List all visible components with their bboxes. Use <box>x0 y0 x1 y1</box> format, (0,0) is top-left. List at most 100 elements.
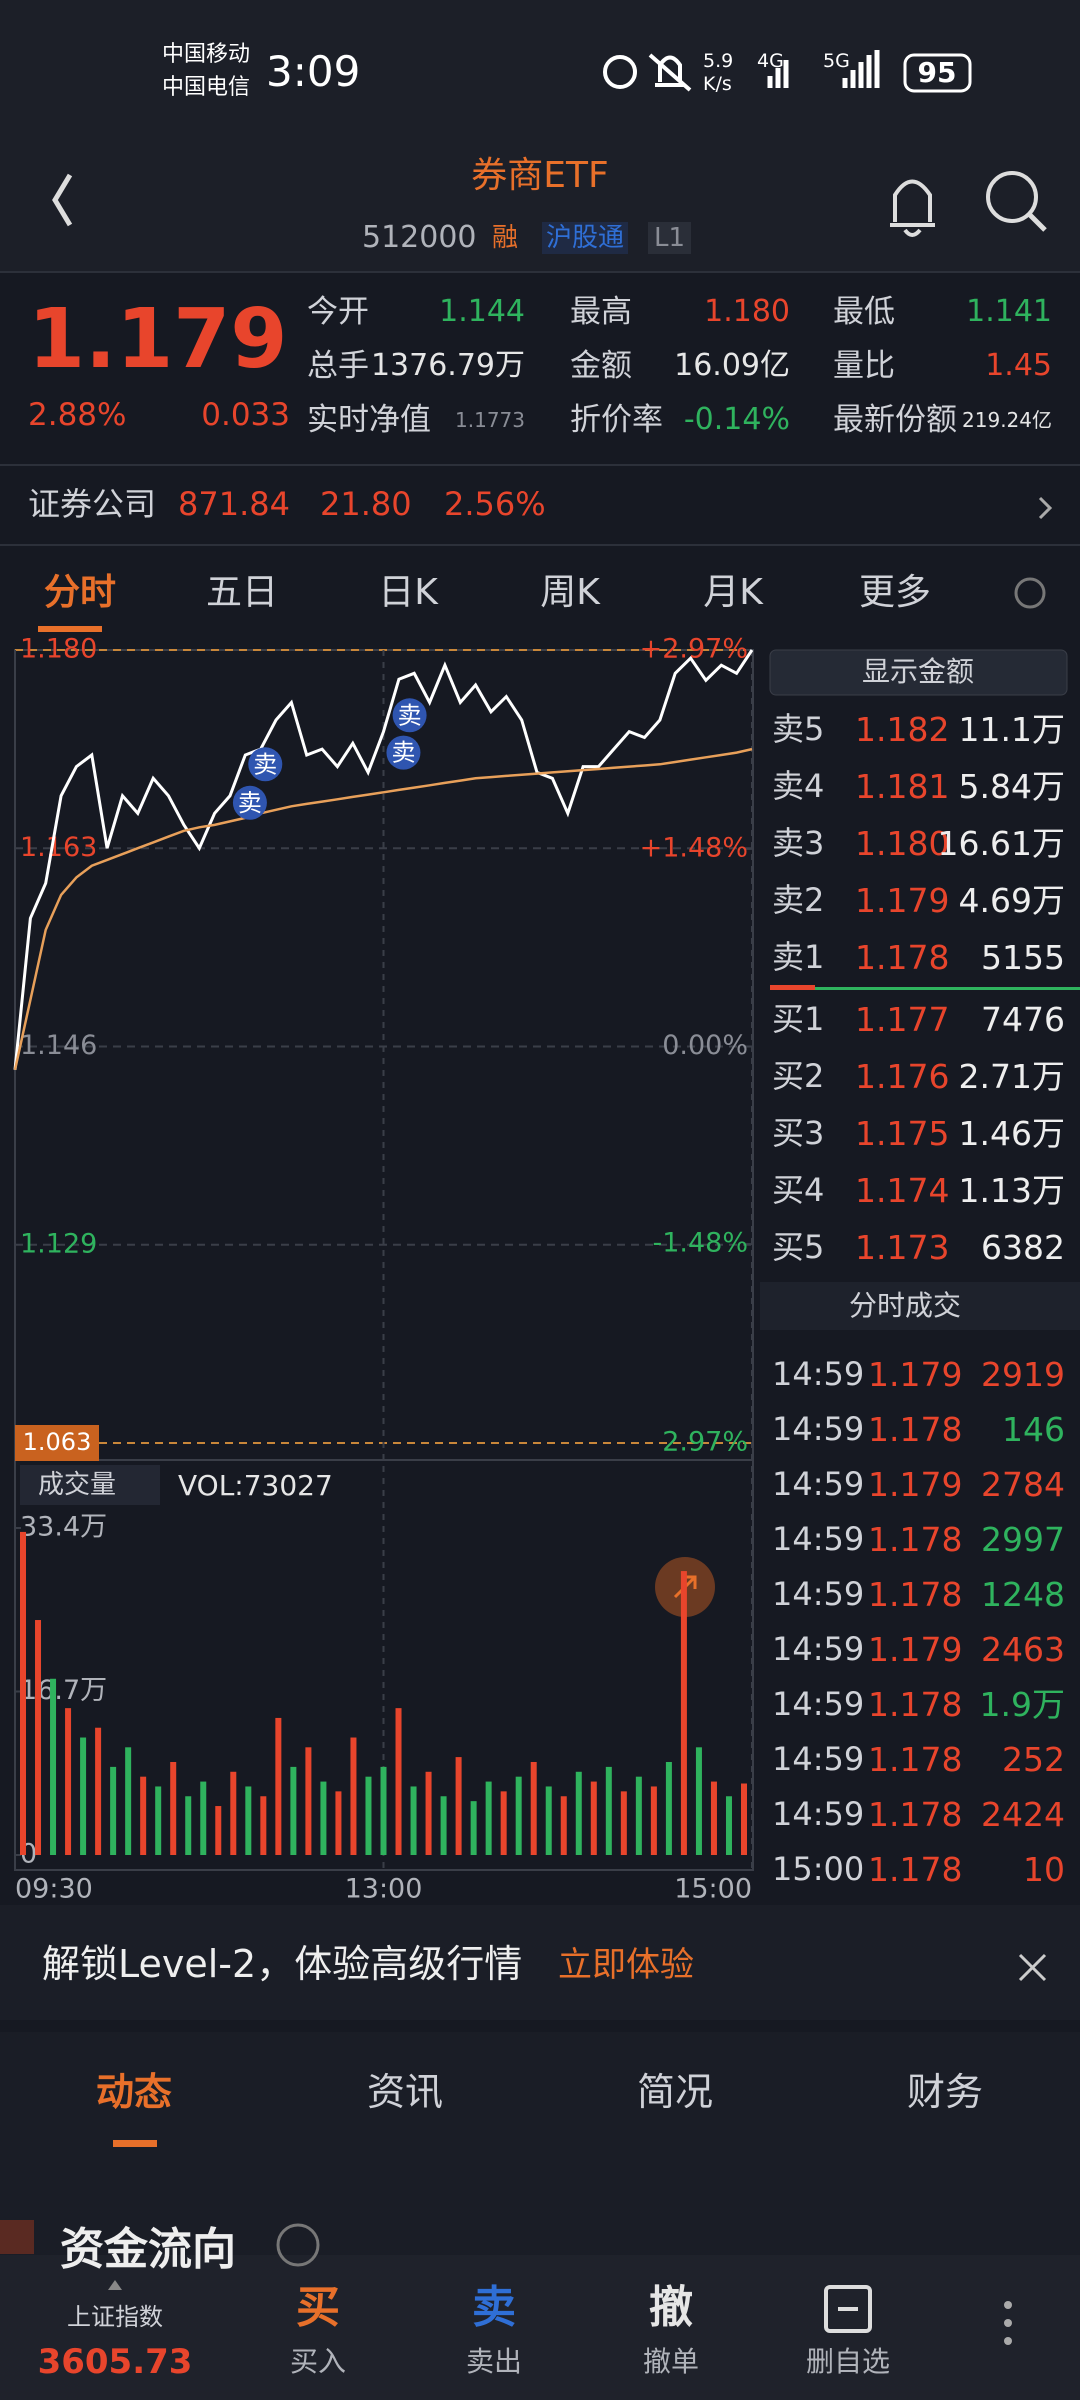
trade-volume: 1.9万 <box>979 1684 1065 1724</box>
volume-bar <box>605 1766 612 1855</box>
trades-title[interactable]: 分时成交 <box>848 1288 961 1322</box>
volume-bar <box>485 1781 492 1855</box>
level[interactable]: L1 <box>648 221 692 255</box>
banner-action[interactable]: 立即体验 <box>558 1944 694 1985</box>
tab[interactable]: 周K <box>540 571 600 613</box>
search-icon[interactable] <box>1028 213 1047 232</box>
book-price: 1.182 <box>855 709 950 749</box>
section-tab[interactable]: 简况 <box>636 2070 713 2115</box>
tab-indicator <box>38 626 102 632</box>
help-icon[interactable] <box>276 2223 320 2267</box>
tab[interactable]: 五日 <box>205 571 278 613</box>
book-volume: 1.46万 <box>958 1113 1065 1153</box>
book-price: 1.178 <box>855 937 950 977</box>
stat-label: 最高 <box>570 293 632 330</box>
trade-volume: 2919 <box>981 1354 1065 1394</box>
y-tick-label: 1.146 <box>20 1030 97 1061</box>
volume-bar <box>635 1776 642 1855</box>
close-icon[interactable] <box>1018 1953 1047 1982</box>
back-icon[interactable] <box>52 173 73 227</box>
watchlist-icon[interactable] <box>824 2285 872 2333</box>
nav-icon[interactable]: 卖 <box>472 2281 516 2333</box>
book-price: 1.180 <box>855 823 950 863</box>
volume-bar <box>50 1678 57 1855</box>
section-title: 资金流向 <box>60 2223 236 2275</box>
volume-bar <box>230 1771 237 1855</box>
volume-bar <box>245 1786 252 1855</box>
carrier: 中国电信 <box>162 75 251 101</box>
trade-volume: 1248 <box>981 1574 1065 1614</box>
section-tab[interactable]: 资讯 <box>366 2070 443 2115</box>
book-price: 1.177 <box>855 999 950 1039</box>
nav-icon[interactable]: 撤 <box>649 2281 693 2333</box>
book-volume: 16.61万 <box>937 823 1065 863</box>
trade-time: 14:59 <box>772 1630 865 1669</box>
stat-value: 1.144 <box>439 294 525 330</box>
tab[interactable]: 分时 <box>43 571 116 613</box>
chevron[interactable] <box>1038 496 1053 520</box>
index-value[interactable]: 3605.73 <box>37 2341 193 2382</box>
title: 券商ETF <box>471 154 609 196</box>
nav-label[interactable]: 买入 <box>289 2344 346 2378</box>
trade-price: 1.179 <box>868 1354 963 1394</box>
volume-title[interactable]: 成交量 <box>38 1469 117 1500</box>
trade-marker <box>392 698 427 733</box>
network: 5G <box>823 50 850 73</box>
price: 1.179 <box>28 292 288 388</box>
book-label: 卖3 <box>772 824 825 863</box>
y2-tick-label: 2.97% <box>662 1427 748 1458</box>
volume-bar <box>365 1776 372 1855</box>
more-dot[interactable] <box>1004 2337 1012 2345</box>
volume-bar <box>470 1801 477 1855</box>
nav-label[interactable]: 撤单 <box>642 2344 699 2378</box>
book-price: 1.175 <box>855 1113 950 1153</box>
volume-bar <box>590 1781 597 1855</box>
trade-price: 1.178 <box>868 1409 963 1449</box>
sector-name[interactable]: 证券公司 <box>28 485 157 524</box>
volume-bar <box>320 1781 327 1855</box>
volume-bar <box>665 1761 672 1855</box>
volume-bar <box>650 1786 657 1855</box>
nav-label[interactable]: 删自选 <box>805 2344 890 2378</box>
volume-selector[interactable] <box>20 1465 160 1505</box>
trade-price: 1.178 <box>868 1519 963 1559</box>
trade-time: 14:59 <box>772 1740 865 1779</box>
index-name[interactable]: 上证指数 <box>67 2303 163 2332</box>
book-volume: 2.71万 <box>958 1056 1065 1096</box>
tab[interactable]: 月K <box>703 571 763 613</box>
nav-icon[interactable]: 买 <box>296 2281 340 2333</box>
settings-icon[interactable] <box>1014 577 1046 609</box>
y2-tick-label: +2.97% <box>640 634 748 665</box>
section-tab[interactable]: 动态 <box>95 2070 172 2115</box>
volume-bar <box>155 1786 162 1855</box>
volume-bar <box>20 1531 26 1855</box>
nav-label[interactable]: 卖出 <box>465 2344 522 2378</box>
tab[interactable]: 日K <box>378 571 438 613</box>
book-volume: 11.1万 <box>958 709 1065 749</box>
stat-label: 总手 <box>307 347 369 384</box>
section-tab[interactable]: 财务 <box>906 2070 983 2115</box>
volume-bar <box>710 1781 717 1855</box>
book-label: 买5 <box>772 1228 825 1267</box>
bell-icon[interactable] <box>890 179 935 237</box>
trade-volume: 146 <box>1002 1409 1065 1449</box>
more-dot[interactable] <box>1004 2301 1012 2309</box>
volume-bar <box>200 1781 207 1855</box>
book-volume: 4.69万 <box>958 880 1065 920</box>
more-dot[interactable] <box>1004 2319 1012 2327</box>
toggle-button[interactable] <box>769 649 1068 696</box>
volume-bar <box>275 1717 282 1855</box>
volume-bar <box>185 1796 192 1855</box>
stat-value: 1.141 <box>966 294 1052 330</box>
tab[interactable]: 更多 <box>858 571 931 613</box>
sector-pct: 2.56% <box>444 485 546 524</box>
volume-bar <box>545 1786 552 1855</box>
book-price: 1.176 <box>855 1056 950 1096</box>
volume-bar <box>515 1776 522 1855</box>
search-icon[interactable] <box>986 171 1038 223</box>
toggle[interactable]: 显示金额 <box>861 654 974 688</box>
volume-bar <box>140 1776 147 1855</box>
trade-price: 1.178 <box>868 1684 963 1724</box>
trade-price: 1.178 <box>868 1574 963 1614</box>
